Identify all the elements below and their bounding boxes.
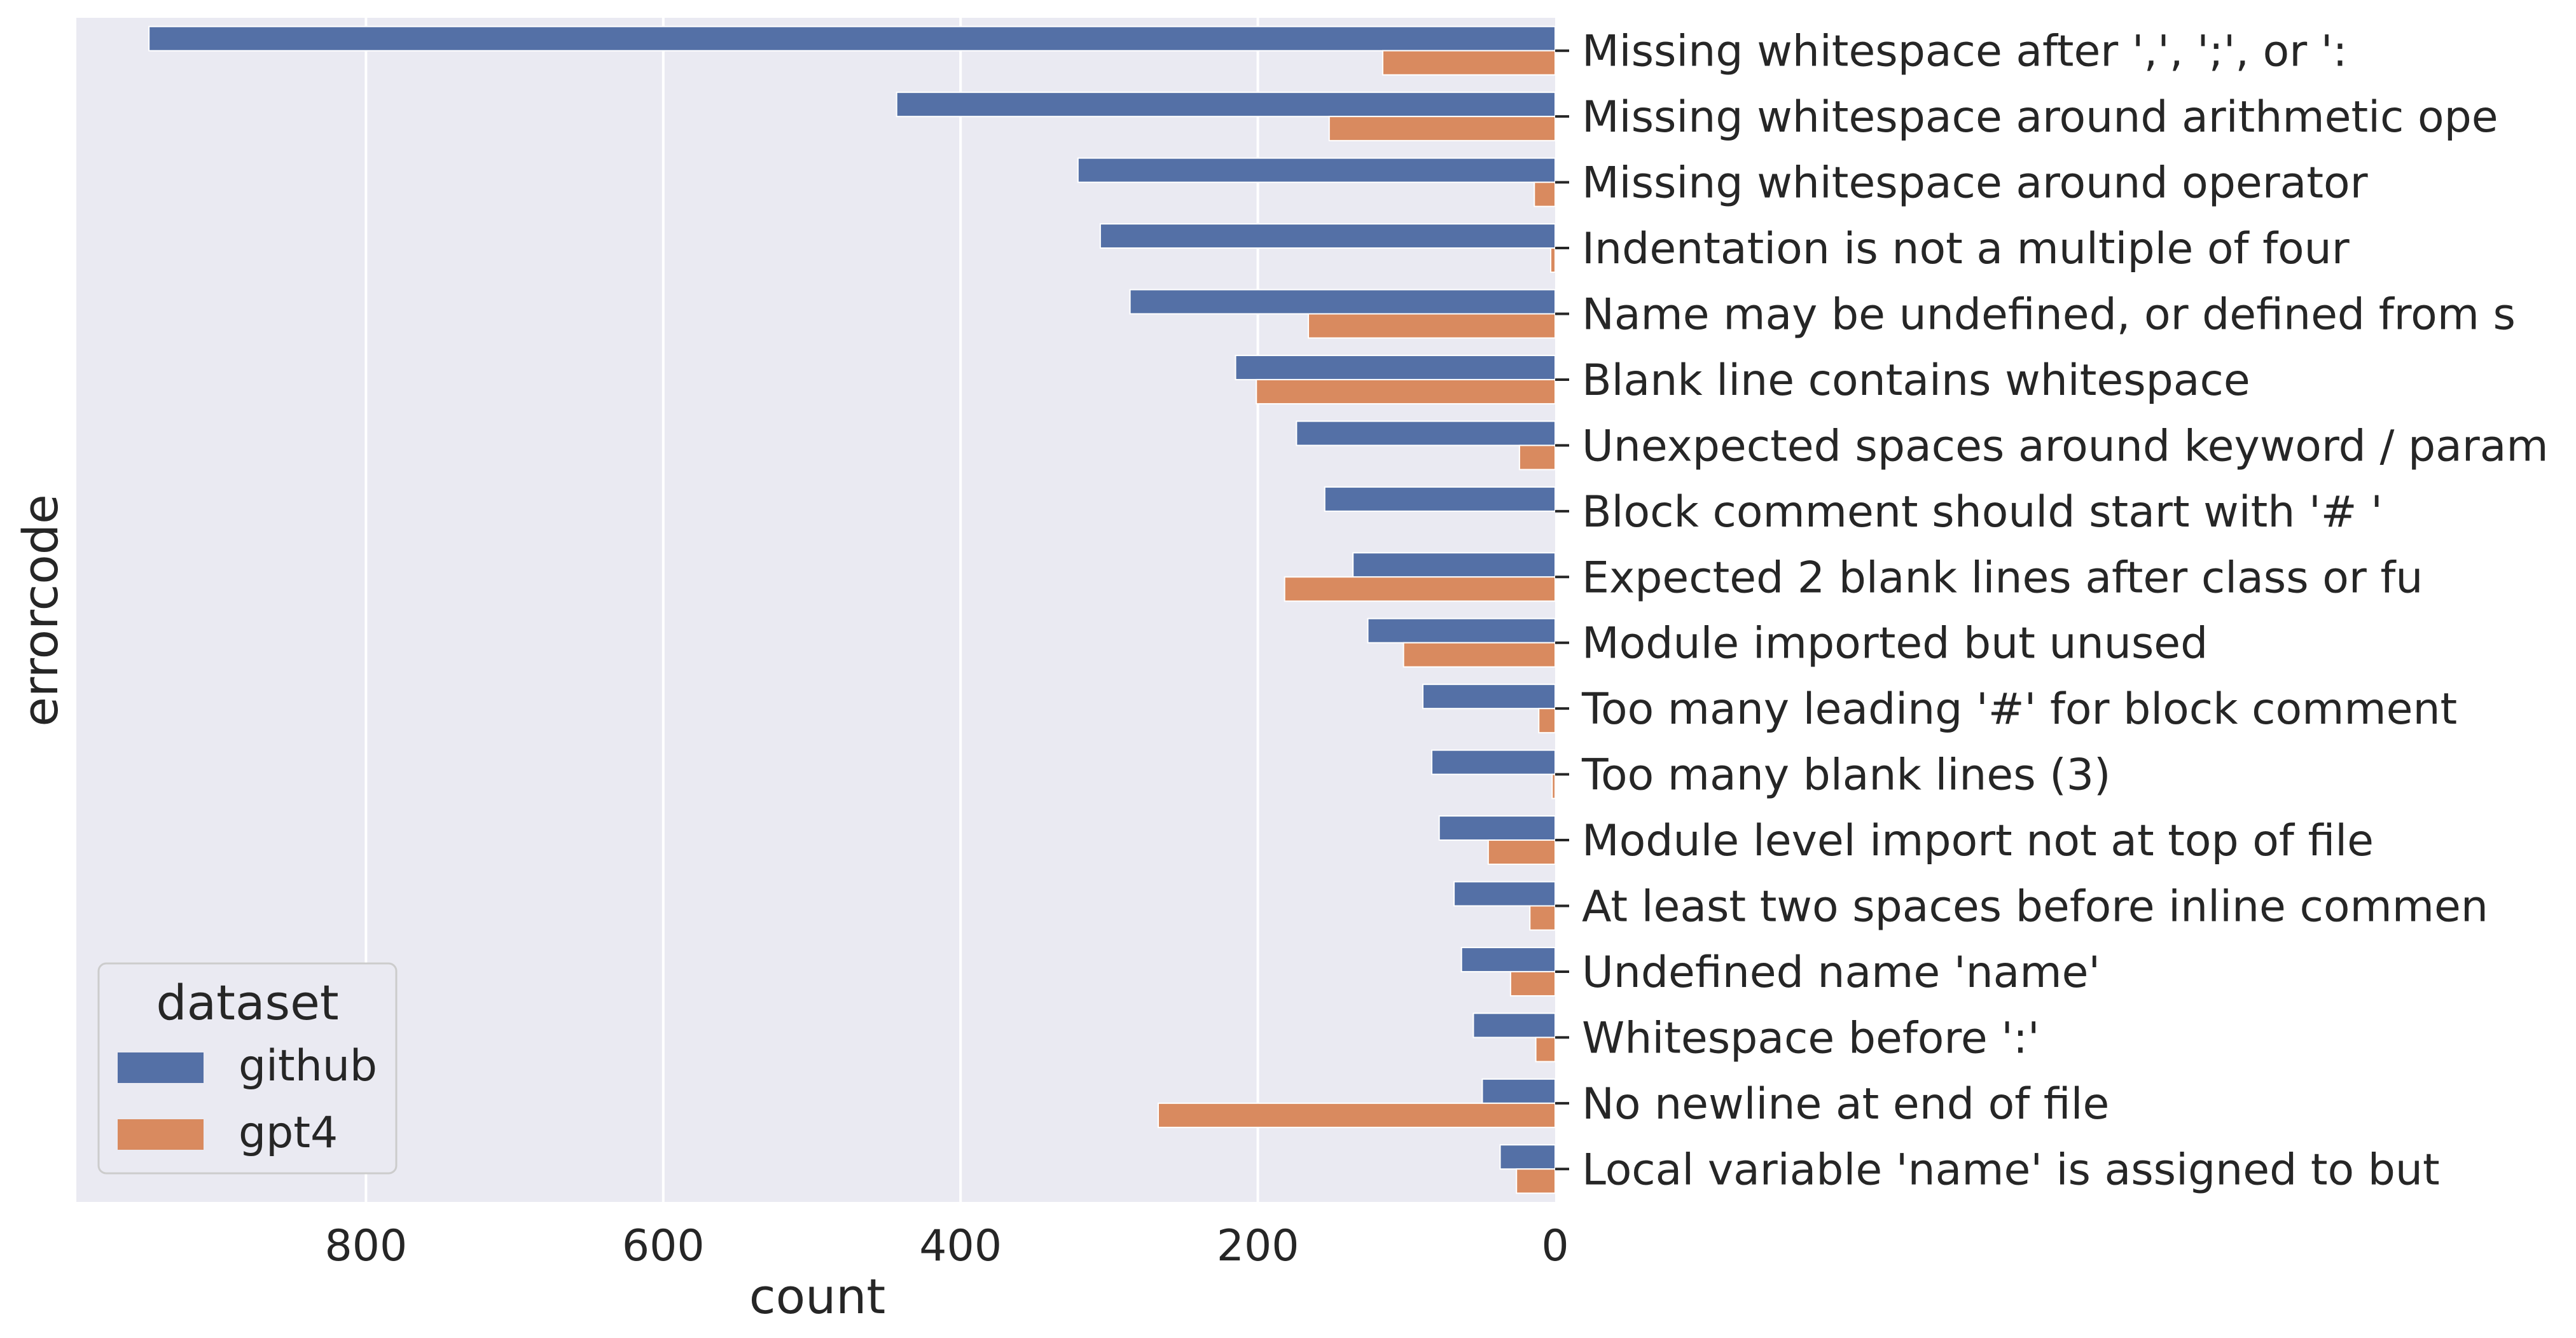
bar-gpt4	[1535, 1037, 1556, 1063]
y-tick-label: Indentation is not a multiple of four	[1582, 224, 2350, 274]
bar-gpt4	[1256, 378, 1556, 404]
legend-title: dataset	[156, 974, 338, 1031]
bar-github	[1296, 420, 1556, 446]
y-tick-label: Module imported but unused	[1582, 619, 2208, 669]
bar-github	[1077, 157, 1556, 183]
bar-gpt4	[1284, 576, 1556, 602]
bar-github	[1499, 1144, 1556, 1170]
y-tick-label: Undefined name 'name'	[1582, 948, 2100, 998]
bar-gpt4	[1328, 116, 1556, 142]
y-tick-label: Block comment should start with '# '	[1582, 487, 2383, 537]
y-axis-title: errorcode	[12, 494, 69, 727]
axis-ticks: 800 600 400 200 0 Missing whitespace after ',…	[325, 27, 2549, 1271]
bar-github	[1367, 617, 1556, 644]
bar-github	[1460, 946, 1556, 972]
x-tick-label: 400	[919, 1221, 1002, 1271]
bar-gpt4	[1402, 642, 1556, 668]
y-tick-label: Too many leading '#' for block comment	[1581, 684, 2457, 735]
legend-label-gpt4: gpt4	[239, 1108, 338, 1158]
y-tick-label: No newline at end of file	[1582, 1079, 2109, 1129]
x-tick-label: 0	[1541, 1221, 1568, 1271]
y-tick-label: Too many blank lines (3)	[1581, 750, 2111, 801]
x-tick-label: 200	[1217, 1221, 1299, 1271]
bar-github	[1453, 881, 1556, 907]
y-tick-label: Local variable 'name' is assigned to but	[1582, 1145, 2440, 1195]
legend: dataset github gpt4	[97, 962, 398, 1175]
legend-swatch-gpt4	[118, 1119, 204, 1150]
bar-gpt4	[1509, 970, 1556, 997]
x-tick-label: 600	[622, 1221, 705, 1271]
bars	[148, 25, 1556, 1194]
bar-github	[1129, 289, 1556, 315]
bar-gpt4	[1538, 708, 1556, 734]
y-tick-label: Whitespace before ':'	[1582, 1013, 2040, 1063]
bar-github	[1438, 815, 1556, 841]
bar-gpt4	[1529, 905, 1556, 931]
bar-gpt4	[1516, 1168, 1556, 1194]
bar-github	[896, 92, 1556, 118]
bar-github	[148, 25, 1556, 52]
x-tick-label: 800	[325, 1221, 408, 1271]
legend-label-github: github	[239, 1041, 377, 1091]
bar-github	[1324, 486, 1556, 512]
bar-github	[1431, 749, 1556, 775]
bar-github	[1235, 354, 1556, 380]
y-tick-label: Expected 2 blank lines after class or fu	[1582, 553, 2423, 603]
bar-gpt4	[1534, 181, 1556, 207]
bar-gpt4	[1549, 247, 1556, 273]
legend-swatch-github	[118, 1052, 204, 1083]
y-tick-label: Unexpected spaces around keyword / param	[1582, 421, 2549, 471]
y-tick-label: Missing whitespace around operator	[1582, 158, 2368, 209]
y-tick-label: Module level import not at top of file	[1582, 816, 2374, 866]
y-tick-label: Blank line contains whitespace	[1582, 355, 2250, 406]
y-tick-label: At least two spaces before inline commen	[1582, 882, 2488, 932]
bar-gpt4	[1158, 1102, 1556, 1128]
y-tick-label: Missing whitespace around arithmetic ope	[1582, 92, 2498, 142]
bar-gpt4	[1518, 445, 1556, 471]
bar-github	[1099, 223, 1556, 249]
bar-gpt4	[1381, 50, 1556, 76]
bar-github	[1481, 1078, 1556, 1104]
x-axis-title: count	[749, 1268, 885, 1325]
bar-gpt4	[1487, 839, 1556, 866]
bar-github	[1352, 552, 1556, 578]
bar-github	[1422, 684, 1556, 710]
bar-gpt4	[1308, 313, 1556, 339]
y-tick-label: Missing whitespace after ',', ';', or ':	[1582, 27, 2347, 77]
y-tick-label: Name may be undefined, or defined from s	[1582, 290, 2516, 340]
bar-gpt4	[1551, 773, 1556, 799]
bar-github	[1472, 1012, 1556, 1038]
